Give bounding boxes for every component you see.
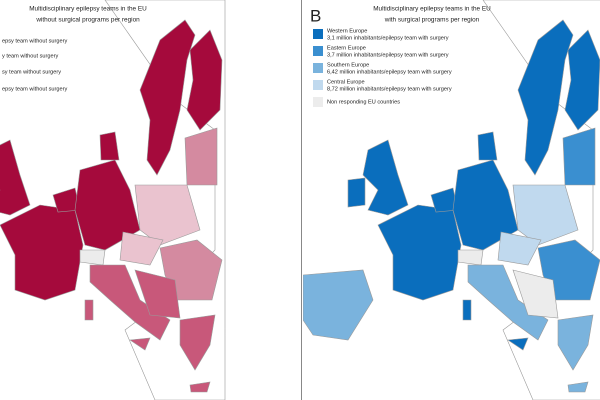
region bbox=[562, 127, 596, 186]
region bbox=[0, 139, 31, 216]
legend-swatch bbox=[313, 63, 323, 73]
legend-name: Southern Europe bbox=[327, 62, 369, 68]
map-b bbox=[303, 0, 600, 400]
map-a bbox=[0, 0, 226, 400]
title-line: without surgical programs per region bbox=[35, 17, 140, 24]
region bbox=[512, 184, 579, 246]
title-line: with surgical programs per region bbox=[384, 17, 480, 24]
legend-name: Western Europe bbox=[327, 28, 367, 34]
legend-swatch bbox=[313, 97, 323, 107]
region bbox=[99, 131, 120, 161]
legend-detail: 8,72 million inhabitants/epilepsy team w… bbox=[327, 86, 452, 92]
legend-swatch bbox=[313, 80, 323, 90]
region bbox=[134, 184, 201, 246]
region bbox=[184, 127, 218, 186]
legend-name: Non responding EU countries bbox=[327, 99, 400, 105]
panel-label: B bbox=[310, 6, 321, 25]
title-line: Multidisciplinary epilepsy teams in the … bbox=[29, 6, 147, 13]
legend-name: Eastern Europe bbox=[327, 45, 366, 51]
region bbox=[79, 249, 106, 266]
legend-text: y team without surgery bbox=[2, 53, 58, 59]
legend-name: Central Europe bbox=[327, 79, 365, 85]
legend-swatch bbox=[313, 46, 323, 56]
region bbox=[457, 249, 484, 266]
region bbox=[477, 131, 498, 161]
legend-detail: 3,7 million inhabitants/epilepsy team wi… bbox=[327, 52, 449, 58]
title-line: Multidisciplinary epilepsy teams in the … bbox=[373, 6, 491, 13]
region bbox=[303, 269, 374, 341]
region bbox=[0, 204, 84, 301]
legend-swatch bbox=[313, 29, 323, 39]
region bbox=[347, 177, 366, 208]
legend-text: epsy team without surgery bbox=[2, 38, 67, 44]
legend-text: sy team without surgery bbox=[2, 69, 61, 75]
legend-detail: 6,42 million inhabitants/epilepsy team w… bbox=[327, 69, 452, 75]
legend-detail: 3,1 million inhabitants/epilepsy team wi… bbox=[327, 35, 449, 41]
region bbox=[377, 204, 462, 301]
region bbox=[362, 139, 409, 216]
legend-text: epsy team without surgery bbox=[2, 86, 67, 92]
